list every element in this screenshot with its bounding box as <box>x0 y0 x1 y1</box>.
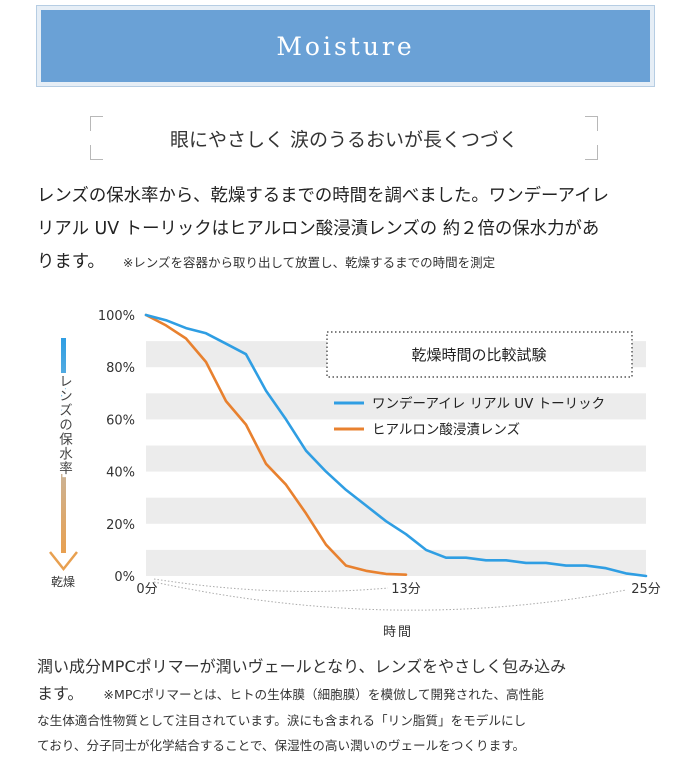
intro-line-end: ります。 <box>37 252 105 272</box>
intro-line: リアル UV トーリックはヒアルロン酸浸漬レンズの 約２倍の保水力があ <box>37 219 600 239</box>
headline-text: 眼にやさしく 涙のうるおいが長くつづく <box>169 128 519 151</box>
y-tick-label: 0% <box>114 570 135 585</box>
intro-line: ります。 ※レンズを容器から取り出して放置し、乾燥するまでの時間を測定 <box>37 246 667 279</box>
grid-band <box>146 445 646 472</box>
x-axis-arc <box>153 581 627 611</box>
intro-note: ※レンズを容器から取り出して放置し、乾燥するまでの時間を測定 <box>122 255 496 270</box>
chart-title: 乾燥時間の比較試験 <box>411 346 546 364</box>
bracket-corner <box>585 145 598 160</box>
y-axis-label: レンズの保水率 <box>56 374 73 476</box>
y-tick-labels: 0% 20% 40% 60% 80% 100% <box>98 309 135 585</box>
bracket-corner <box>90 145 103 160</box>
series-line <box>144 313 408 577</box>
legend: 乾燥時間の比較試験 ワンデーアイレ リアル UV トーリックヒアルロン酸浸漬レン… <box>326 331 633 438</box>
y-tick-label: 100% <box>98 309 135 324</box>
y-tick-label: 60% <box>106 413 135 428</box>
intro-line: レンズの保水率から、乾燥するまでの時間を調べました。ワンデーアイレ <box>37 186 609 206</box>
series-line <box>144 313 648 578</box>
legend-box <box>326 331 633 378</box>
moisture-retention-chart: 0% 20% 40% 60% 80% 100% レンズの保水率 乾燥 0分 13分 25分時間… <box>49 309 661 640</box>
y-axis-bottom-label: 乾燥 <box>51 575 75 589</box>
banner-title: Moisture <box>276 31 415 61</box>
legend-label: ワンデーアイレ リアル UV トーリック <box>372 395 605 412</box>
headline-box: 眼にやさしく 涙のうるおいが長くつづく <box>90 116 598 160</box>
x-tick-label: 0分 <box>136 582 157 597</box>
bottom-note-line: な生体適合性物質として注目されています。涙にも含まれる「リン脂質」をモデルにし <box>37 713 527 728</box>
bottom-note: ※MPCポリマーとは、ヒトの生体膜（細胞膜）を模倣して開発された、高性能 <box>103 687 544 702</box>
bottom-note-line: ており、分子同士が化学結合することで、保湿性の高い潤いのヴェールをつくります。 <box>37 738 526 753</box>
series-lines <box>144 313 648 578</box>
x-tick-label: 13分 <box>391 582 421 597</box>
grid-band <box>146 497 646 524</box>
moisture-banner: Moisture <box>36 5 655 87</box>
x-axis-label: 時間 <box>383 625 413 640</box>
grid-band <box>146 549 646 576</box>
y-axis-arrow-shaft <box>61 338 66 553</box>
bottom-lead-end: ます。 <box>37 684 84 703</box>
x-tick-label: 25分 <box>631 582 661 597</box>
y-tick-label: 20% <box>106 518 135 533</box>
bracket-corner <box>90 116 103 131</box>
bottom-paragraph: 潤い成分MPCポリマーが潤いヴェールとなり、レンズをやさしく包み込み ます。 ※M… <box>37 653 667 758</box>
bottom-lead-line: ます。 ※MPCポリマーとは、ヒトの生体膜（細胞膜）を模倣して開発された、高性能 <box>37 680 667 708</box>
legend-label: ヒアルロン酸浸漬レンズ <box>372 422 520 438</box>
x-axis-arc <box>153 578 389 592</box>
y-axis-indicator: レンズの保水率 乾燥 <box>49 338 78 589</box>
y-tick-label: 40% <box>106 466 135 481</box>
y-tick-label: 80% <box>106 361 135 376</box>
bottom-lead: 潤い成分MPCポリマーが潤いヴェールとなり、レンズをやさしく包み込み <box>37 657 567 676</box>
y-axis-arrow-head <box>49 551 78 572</box>
bracket-corner <box>585 116 598 131</box>
intro-paragraph: レンズの保水率から、乾燥するまでの時間を調べました。ワンデーアイレ リアル UV… <box>37 180 667 279</box>
